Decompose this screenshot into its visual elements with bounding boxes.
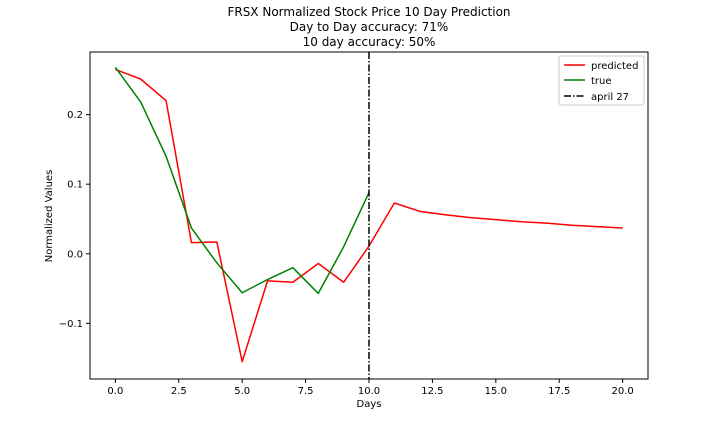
legend-label-true: true bbox=[591, 76, 612, 87]
series-line-true bbox=[114, 66, 370, 295]
y-axis: −0.1 0.0 0.1 0.2 bbox=[59, 110, 90, 330]
x-axis: 0.0 2.5 5.0 7.5 10.0 12.5 15.0 17.5 20.0 bbox=[107, 379, 634, 397]
x-tick-label: 0.0 bbox=[107, 386, 123, 397]
chart-title: FRSX Normalized Stock Price 10 Day Predi… bbox=[227, 5, 510, 49]
chart-title-line-3: 10 day accuracy: 50% bbox=[303, 35, 436, 49]
chart-title-line-2: Day to Day accuracy: 71% bbox=[290, 20, 449, 34]
legend-box bbox=[558, 55, 645, 106]
y-axis-label: Normalized Values bbox=[44, 170, 55, 263]
chart-title-line-1: FRSX Normalized Stock Price 10 Day Predi… bbox=[227, 5, 510, 19]
y-tick-label: 0.2 bbox=[67, 110, 83, 121]
x-tick-label: 5.0 bbox=[234, 386, 250, 397]
x-tick-label: 10.0 bbox=[358, 386, 380, 397]
x-tick-label: 2.5 bbox=[171, 386, 187, 397]
legend: predicted true april 27 bbox=[558, 55, 645, 106]
y-tick-label: 0.1 bbox=[67, 180, 83, 191]
x-tick-label: 7.5 bbox=[298, 386, 314, 397]
x-tick-label: 12.5 bbox=[421, 386, 443, 397]
x-tick-label: 15.0 bbox=[485, 386, 507, 397]
legend-label-april-27: april 27 bbox=[591, 92, 629, 103]
y-tick-label: −0.1 bbox=[59, 319, 83, 330]
legend-label-predicted: predicted bbox=[591, 61, 638, 72]
plot-area: 0.0 2.5 5.0 7.5 10.0 12.5 15.0 17.5 20.0 −0.1 0.0… bbox=[59, 51, 649, 397]
x-tick-label: 17.5 bbox=[548, 386, 570, 397]
x-tick-label: 20.0 bbox=[612, 386, 634, 397]
x-axis-label: Days bbox=[357, 399, 382, 410]
y-tick-label: 0.0 bbox=[67, 249, 83, 260]
